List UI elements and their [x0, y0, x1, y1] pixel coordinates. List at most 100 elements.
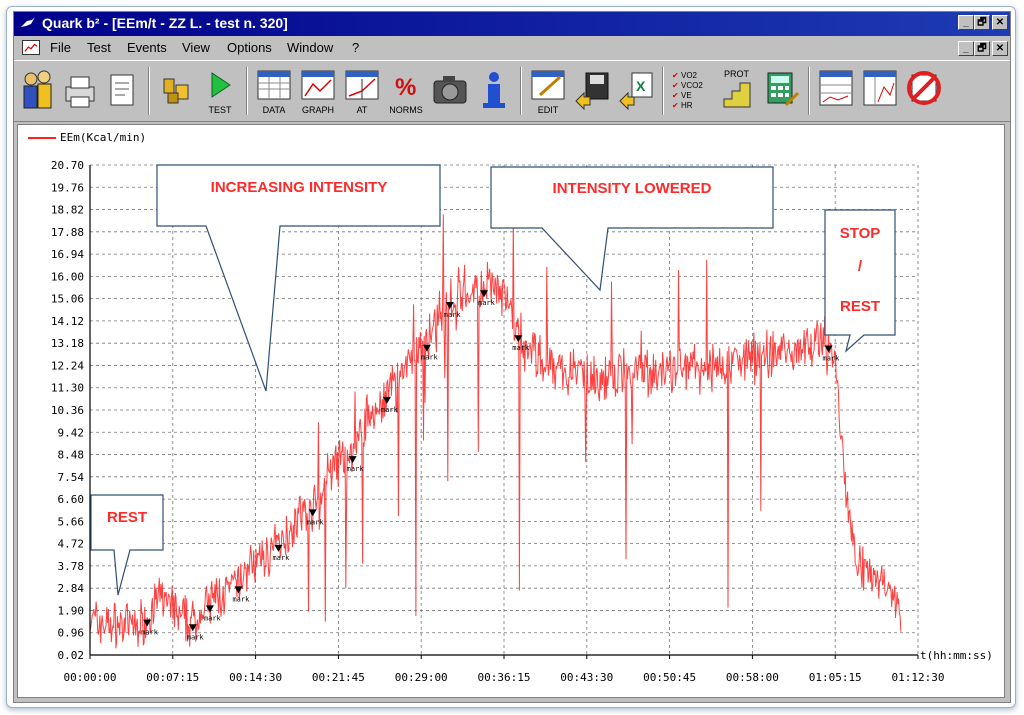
- excel-button[interactable]: X: [616, 67, 656, 115]
- devices-button[interactable]: [156, 67, 196, 115]
- menu-file[interactable]: File: [50, 40, 71, 55]
- devices-icon: [163, 78, 189, 104]
- at-button[interactable]: AT: [342, 67, 382, 115]
- energy-expenditure-chart[interactable]: 0.02 0.96 1.90 2.84 3.78 4.72 5.66 6.60 7.54 8.48…: [18, 125, 1004, 697]
- y-tick-label: 12.24: [51, 359, 84, 372]
- menu-test[interactable]: Test: [87, 40, 111, 55]
- play-icon: [211, 72, 231, 98]
- percent-icon: %: [395, 74, 416, 101]
- menu-events[interactable]: Events: [127, 40, 167, 55]
- x-tick-label: 00:29:00: [395, 671, 448, 684]
- event-marker-triangle: [234, 586, 243, 594]
- y-tick-label: 3.78: [58, 560, 85, 573]
- edit-icon: [531, 70, 565, 100]
- event-marker-triangle: [274, 544, 283, 552]
- y-tick-label: 6.60: [58, 493, 85, 506]
- graph-window[interactable]: EEm(Kcal/min) 0.02 0.96 1.90 2.84 3.78 4.72 5.…: [17, 124, 1005, 698]
- layout2-button[interactable]: [860, 67, 900, 115]
- close-button[interactable]: ✕: [992, 15, 1008, 30]
- edit-button[interactable]: EDIT: [528, 67, 568, 115]
- callout-slash-text: /: [858, 258, 863, 275]
- edit-button-label: EDIT: [537, 105, 559, 115]
- svg-text:✔: ✔: [672, 101, 679, 110]
- checklist-hr: HR: [681, 101, 693, 110]
- menu-help[interactable]: ?: [352, 40, 360, 55]
- y-tick-label: 11.30: [51, 382, 84, 395]
- graph-button[interactable]: GRAPH: [298, 67, 338, 115]
- y-tick-label: 8.48: [58, 449, 85, 462]
- x-tick-label: 00:43:30: [560, 671, 613, 684]
- y-tick-label: 7.54: [58, 471, 85, 484]
- series-eem: [89, 214, 902, 649]
- data-button[interactable]: DATA: [254, 67, 294, 115]
- norms-button[interactable]: % NORMS: [386, 67, 426, 115]
- norms-button-label: NORMS: [389, 105, 423, 115]
- callout-increasing-text: INCREASING INTENSITY: [211, 179, 388, 196]
- graph-icon: [301, 70, 335, 100]
- svg-text:✔: ✔: [672, 91, 679, 100]
- document-graph-icon[interactable]: [22, 40, 40, 55]
- x-axis-ticks: 00:00:00 00:07:15 00:14:30 00:21:45 00:29:00…: [64, 655, 944, 684]
- svg-text:✔: ✔: [672, 71, 679, 80]
- x-tick-label: 00:50:45: [643, 671, 696, 684]
- excel-icon: X: [619, 72, 653, 111]
- toolbar-separator: [246, 67, 248, 115]
- svg-text:%: %: [395, 74, 416, 101]
- no-entry-button[interactable]: [904, 67, 944, 115]
- toolbar-separator: [808, 67, 810, 115]
- protocol-button[interactable]: PROT: [718, 67, 758, 115]
- y-tick-label: 15.06: [51, 293, 84, 306]
- event-marker-triangle: [143, 619, 152, 627]
- screenshot-frame: Quark b² - [EEm/t - ZZ L. - test n. 320]…: [6, 6, 1016, 708]
- y-tick-label: 4.72: [58, 538, 85, 551]
- protocol-icon: PROT: [723, 69, 751, 108]
- y-tick-label: 14.12: [51, 315, 84, 328]
- doc-restore-button[interactable]: 🗗: [974, 41, 990, 56]
- doc-minimize-button[interactable]: _: [958, 41, 974, 56]
- checklist-ve: VE: [681, 91, 692, 100]
- layout-graph-icon: [863, 70, 897, 106]
- patients-button[interactable]: [20, 67, 56, 115]
- test-button[interactable]: TEST: [200, 67, 240, 115]
- legend-series-line: [28, 137, 56, 139]
- print-button[interactable]: [62, 67, 98, 115]
- doc-close-button[interactable]: ✕: [992, 41, 1008, 56]
- legend-series-label: EEm(Kcal/min): [60, 131, 147, 144]
- menu-bar: File Test Events View Options Window ? _…: [14, 37, 1010, 59]
- export-button[interactable]: [572, 67, 612, 115]
- toolbar-separator: [662, 67, 664, 115]
- chart-legend[interactable]: EEm(Kcal/min): [28, 131, 146, 144]
- event-marker-triangle: [514, 335, 523, 343]
- x-tick-label: 00:58:00: [726, 671, 779, 684]
- event-marker-triangle: [445, 302, 454, 310]
- callout-rest-end-text: REST: [840, 298, 880, 315]
- calculator-button[interactable]: [762, 67, 802, 115]
- y-tick-label: 18.82: [51, 204, 84, 217]
- callout-increasing-intensity: INCREASING INTENSITY: [156, 164, 441, 392]
- event-markers: mark mark mark mark mark mark mark mark mark mark…: [141, 290, 840, 641]
- event-marker-label: mark: [823, 354, 841, 362]
- report-button[interactable]: [104, 67, 140, 115]
- info-button[interactable]: [474, 67, 514, 115]
- camera-button[interactable]: [430, 67, 470, 115]
- app-window: Quark b² - [EEm/t - ZZ L. - test n. 320]…: [13, 11, 1011, 703]
- layout-icon: [819, 70, 853, 106]
- y-tick-label: 9.42: [58, 426, 85, 439]
- x-tick-label: 00:07:15: [146, 671, 199, 684]
- parameters-button[interactable]: ✔ VO2 ✔ VCO2 ✔ VE ✔ HR: [670, 67, 714, 115]
- menu-view[interactable]: View: [182, 40, 210, 55]
- event-marker-label: mark: [141, 629, 159, 637]
- menu-options[interactable]: Options: [227, 40, 272, 55]
- at-graph-icon: [345, 70, 379, 100]
- event-marker-triangle: [308, 509, 317, 517]
- minimize-button[interactable]: _: [958, 15, 974, 30]
- event-marker-label: mark: [204, 614, 222, 622]
- restore-button[interactable]: 🗗: [974, 15, 990, 30]
- svg-text:✔: ✔: [672, 81, 679, 90]
- title-bar[interactable]: Quark b² - [EEm/t - ZZ L. - test n. 320]…: [14, 12, 1010, 36]
- printer-icon: [65, 76, 95, 108]
- menu-window[interactable]: Window: [287, 40, 334, 55]
- x-tick-label: 00:21:45: [312, 671, 365, 684]
- layout1-button[interactable]: [816, 67, 856, 115]
- y-tick-label: 20.70: [51, 159, 84, 172]
